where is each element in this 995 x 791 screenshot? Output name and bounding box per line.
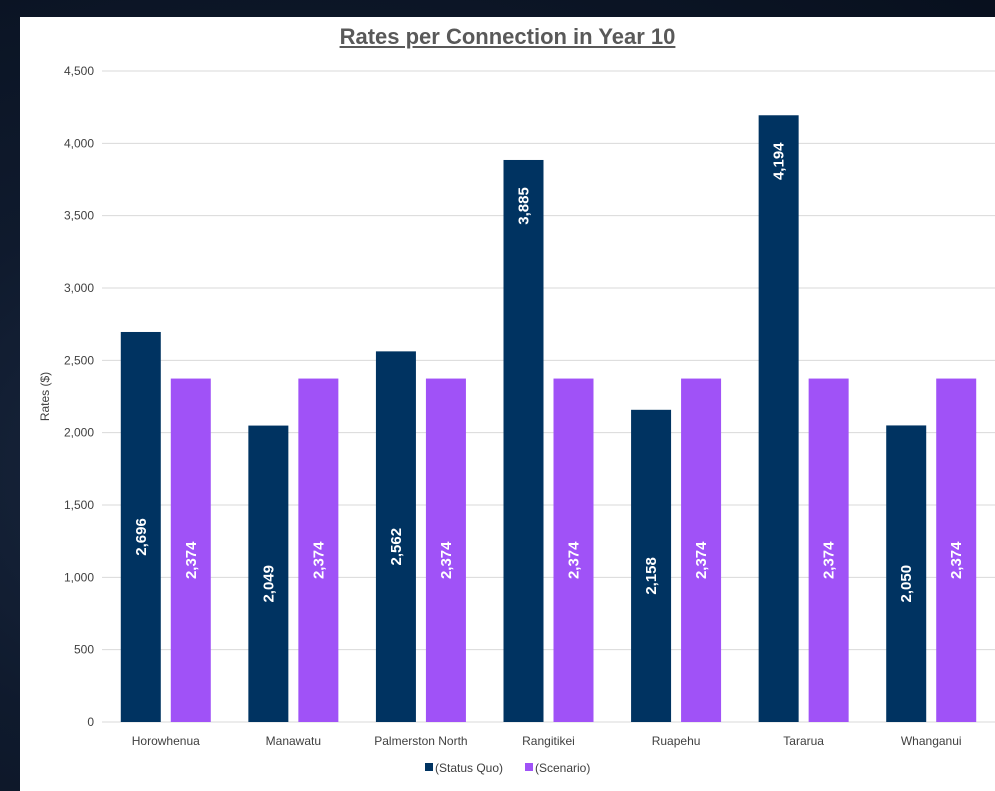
y-tick-label: 3,000 bbox=[64, 281, 94, 295]
bar-data-label: 2,049 bbox=[260, 565, 277, 603]
bar bbox=[936, 378, 977, 722]
x-tick-label: Ruapehu bbox=[652, 734, 701, 748]
y-tick-label: 1,500 bbox=[64, 498, 94, 512]
bar-data-label: 2,374 bbox=[821, 541, 838, 579]
x-tick-label: Rangitikei bbox=[522, 734, 575, 748]
bar-data-label: 2,374 bbox=[183, 541, 200, 579]
bar-data-label: 2,696 bbox=[133, 518, 150, 556]
bar-data-label: 2,374 bbox=[310, 541, 327, 579]
x-tick-label: Palmerston North bbox=[374, 734, 467, 748]
bar bbox=[248, 425, 289, 722]
bar-chart: 0 500 1,000 1,500 2,000 2,500 3,000 3,500 4,000 4… bbox=[38, 64, 995, 775]
bar-data-label: 2,374 bbox=[566, 541, 583, 579]
y-tick-label: 0 bbox=[87, 715, 94, 729]
x-tick-label: Manawatu bbox=[266, 734, 321, 748]
bar bbox=[631, 409, 672, 722]
y-tick-label: 4,500 bbox=[64, 64, 94, 78]
chart-title: Rates per Connection in Year 10 bbox=[339, 24, 676, 49]
bar-data-label: 2,374 bbox=[438, 541, 455, 579]
bar bbox=[375, 351, 416, 722]
bar-data-label: 4,194 bbox=[771, 142, 788, 180]
y-tick-label: 2,000 bbox=[64, 426, 94, 440]
y-axis-label: Rates ($) bbox=[38, 372, 52, 421]
bar bbox=[758, 115, 799, 722]
y-tick-label: 3,500 bbox=[64, 209, 94, 223]
bar-data-label: 3,885 bbox=[516, 187, 533, 225]
x-tick-label: Whanganui bbox=[901, 734, 962, 748]
bar-data-label: 2,562 bbox=[388, 528, 405, 566]
legend-swatch bbox=[425, 763, 433, 771]
bar-data-label: 2,374 bbox=[948, 541, 965, 579]
bar bbox=[553, 378, 594, 722]
x-tick-label: Horowhenua bbox=[132, 734, 200, 748]
bar-data-label: 2,050 bbox=[898, 565, 915, 603]
y-tick-label: 4,000 bbox=[64, 136, 94, 150]
bar-data-label: 2,374 bbox=[693, 541, 710, 579]
y-tick-label: 2,500 bbox=[64, 353, 94, 367]
bar-data-label: 2,158 bbox=[643, 557, 660, 595]
bar bbox=[425, 378, 466, 722]
bar bbox=[298, 378, 339, 722]
legend-label: (Scenario) bbox=[535, 761, 590, 775]
legend-label: (Status Quo) bbox=[435, 761, 503, 775]
legend-swatch bbox=[525, 763, 533, 771]
bar bbox=[808, 378, 849, 722]
bar bbox=[886, 425, 927, 722]
bar bbox=[503, 159, 544, 723]
chart-panel: Rates per Connection in Year 10 0 500 1,00… bbox=[20, 17, 995, 791]
bar bbox=[681, 378, 722, 722]
y-tick-label: 500 bbox=[74, 643, 94, 657]
x-tick-label: Tararua bbox=[783, 734, 824, 748]
bar bbox=[170, 378, 211, 722]
bar bbox=[120, 331, 161, 722]
y-tick-label: 1,000 bbox=[64, 570, 94, 584]
